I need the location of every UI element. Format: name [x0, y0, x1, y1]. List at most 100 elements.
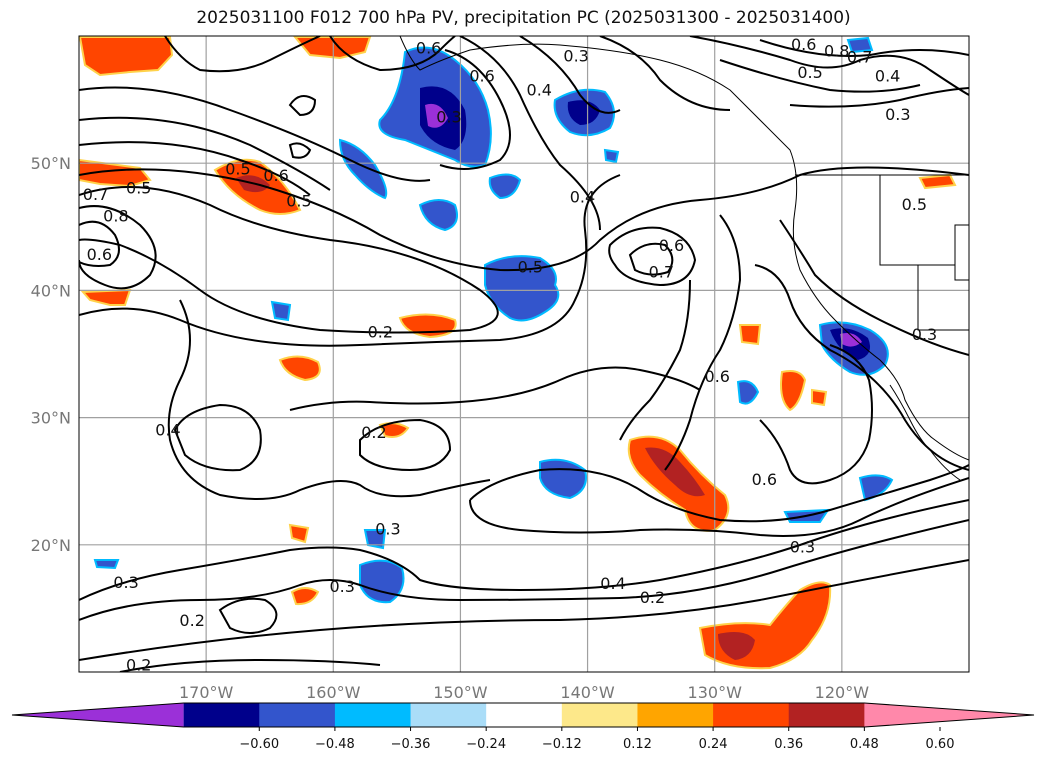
contour-label: 0.5: [902, 195, 927, 214]
contour-label: 0.8: [824, 41, 849, 60]
contour-label: 0.5: [225, 160, 250, 179]
colorbar-segment: [410, 703, 487, 727]
contour-label: 0.6: [791, 35, 816, 54]
pv-contour: [439, 49, 511, 170]
pv-contour: [754, 264, 969, 471]
contour-label: 0.2: [179, 611, 204, 630]
colorbar-tick-label: −0.48: [315, 737, 355, 752]
precip-negative-blob: [425, 103, 448, 128]
colorbar-segment: [561, 703, 638, 727]
pv-contour: [164, 36, 321, 73]
colorbar-outline: [11, 702, 1035, 728]
contour-label: 0.3: [436, 107, 461, 126]
colorbar-extend-min: [12, 703, 184, 727]
pv-contour: [79, 519, 969, 621]
pv-contour: [599, 36, 731, 111]
contour-label: 0.5: [286, 191, 311, 210]
pv-contour: [79, 220, 120, 267]
lon-tick-label: 170°W: [179, 683, 234, 702]
precip-positive-blob: [738, 324, 762, 346]
precip-negative-blob: [93, 559, 120, 570]
contour-label: 0.3: [563, 46, 588, 65]
pv-contour: [79, 174, 621, 347]
pv-contour: [619, 279, 691, 441]
colorbar-tick-label: 0.12: [623, 737, 652, 752]
precip-positive-blob: [79, 158, 152, 188]
coastlines: [399, 36, 969, 481]
pv-contour: [359, 418, 452, 472]
contour-labels: 0.5 0.6 0.5 0.5 0.7 0.8 0.6 0.6 0.4 0.3 0.3 0.6 0.4 0…: [83, 35, 937, 672]
precip-negative-blob: [418, 199, 458, 232]
contour-label: 0.6: [705, 367, 730, 386]
pv-contour: [329, 36, 456, 72]
lon-tick-label: 130°W: [688, 683, 743, 702]
colorbar: −0.60 −0.48 −0.36 −0.24 −0.12 0.12 0.24 0.36 0.4…: [11, 702, 1035, 752]
precip-negative-blob: [840, 333, 862, 347]
colorbar-tick-label: −0.36: [391, 737, 431, 752]
chart-title: 2025031100 F012 700 hPa PV, precipitatio…: [196, 8, 851, 28]
precip-negative-blob: [736, 380, 760, 405]
contour-label: 0.2: [361, 423, 386, 442]
colorbar-segment: [259, 703, 336, 727]
pv-contour: [469, 477, 969, 537]
precip-positive-blob: [278, 355, 321, 382]
pv-contour: [789, 87, 969, 108]
precip-negative-blob: [488, 173, 522, 200]
pv-contour: [664, 214, 742, 471]
pv-contour: [288, 95, 317, 117]
pv-contour: [469, 464, 969, 523]
pv-contour: [79, 559, 969, 661]
contour-label: 0.5: [797, 63, 822, 82]
colorbar-tick-label: 0.24: [699, 737, 728, 752]
contour-label: 0.3: [329, 577, 354, 596]
colorbar-tick-label: −0.60: [239, 737, 279, 752]
contour-label: 0.4: [875, 67, 900, 86]
lon-tick-label: 150°W: [433, 683, 488, 702]
colorbar-extend-max: [864, 703, 1034, 727]
precip-positive-blob: [79, 36, 174, 77]
pv-contour: [79, 499, 969, 601]
precip-negative-blob: [603, 148, 620, 164]
precip-negative-blob: [363, 529, 387, 550]
border: [879, 175, 955, 266]
pv-contour: [759, 344, 873, 485]
pv-contour: [289, 366, 701, 411]
pv-contour: [459, 36, 601, 231]
colorbar-segment: [788, 703, 865, 727]
contour-label: 0.8: [103, 207, 128, 226]
contour-label: 0.3: [375, 520, 400, 539]
pv-contour: [779, 219, 969, 356]
colorbar-tick-label: 0.36: [774, 737, 803, 752]
contour-label: 0.4: [527, 81, 552, 100]
contour-label: 0.3: [885, 105, 910, 124]
colorbar-segment: [486, 703, 563, 727]
graticule: [79, 36, 969, 672]
precip-positive-blob: [718, 632, 755, 660]
contour-label: 0.6: [469, 67, 494, 86]
precip-positive-blob: [918, 173, 957, 190]
pv-contour: [689, 36, 969, 96]
contour-label: 0.3: [113, 573, 138, 592]
colorbar-segment: [637, 703, 714, 727]
precip-positive-blob: [780, 370, 807, 412]
contour-label: 0.6: [416, 39, 441, 58]
pv-contour: [119, 658, 381, 672]
border: [917, 265, 969, 331]
pv-contour: [759, 39, 969, 57]
border: [954, 224, 969, 281]
contour-label: 0.2: [368, 322, 393, 341]
precip-negative-blob: [270, 300, 292, 322]
contour-label: 0.7: [83, 185, 108, 204]
lon-tick-label: 120°W: [815, 683, 870, 702]
lat-tick-label: 40°N: [31, 281, 71, 300]
colorbar-segment: [334, 703, 412, 727]
contour-label: 0.4: [570, 188, 595, 207]
precip-negative-blob: [846, 36, 874, 54]
precip-positive-blob: [290, 587, 320, 606]
contour-label: 0.2: [640, 588, 665, 607]
latitude-labels: 20°N 30°N 40°N 50°N: [31, 154, 71, 555]
contour-label: 0.6: [263, 166, 288, 185]
map-frame: [78, 35, 970, 673]
pv-contour: [218, 597, 278, 634]
